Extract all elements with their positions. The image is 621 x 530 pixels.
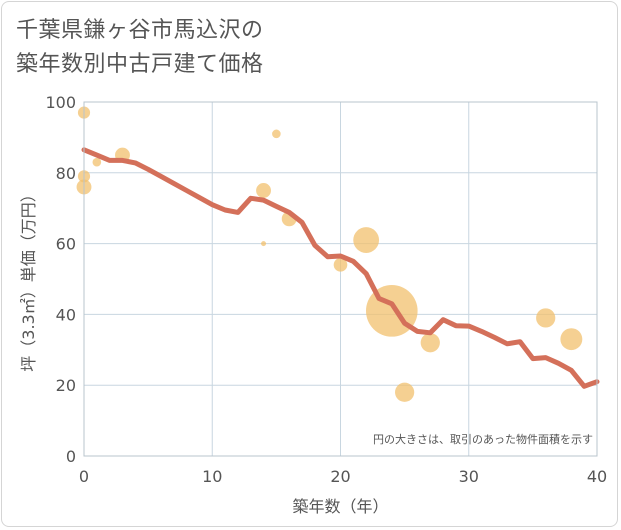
bubble-point xyxy=(536,308,556,328)
y-tick-label: 80 xyxy=(56,164,76,183)
chart-title: 千葉県鎌ヶ谷市馬込沢の 築年数別中古戸建て価格 xyxy=(16,14,436,82)
bubble-point xyxy=(395,382,415,402)
grid-lines xyxy=(84,102,597,456)
x-tick-label: 30 xyxy=(459,467,479,486)
x-tick-label: 0 xyxy=(79,467,89,486)
bubble-point xyxy=(92,157,102,167)
x-tick-label: 10 xyxy=(202,467,222,486)
bubble-point xyxy=(353,227,380,253)
bubble-point xyxy=(256,183,271,198)
x-axis-title: 築年数（年） xyxy=(292,497,388,516)
bubble-point xyxy=(261,241,267,247)
bubble-point xyxy=(333,258,348,272)
y-tick-label: 60 xyxy=(56,235,76,254)
y-tick-label: 20 xyxy=(56,376,76,395)
y-axis-title: 坪（3.3㎡）単価（万円） xyxy=(19,186,38,371)
y-tick-label: 40 xyxy=(56,305,76,324)
y-tick-label: 100 xyxy=(45,93,76,112)
bubble-point xyxy=(560,328,583,351)
bubble-size-note: 円の大きさは、取引のあった物件面積を示す xyxy=(373,432,593,446)
bubble-point xyxy=(272,129,281,139)
bubble-point xyxy=(420,333,440,353)
x-axis-ticks: 0 10 20 30 40 xyxy=(79,467,607,486)
y-tick-label: 0 xyxy=(66,447,76,466)
x-tick-label: 40 xyxy=(587,467,607,486)
average-line xyxy=(81,147,600,389)
x-tick-label: 20 xyxy=(330,467,350,486)
chart-title-line-1: 千葉県鎌ヶ谷市馬込沢の xyxy=(16,18,264,43)
y-axis-ticks: 0 20 40 60 80 100 xyxy=(45,93,76,466)
average-line-series xyxy=(81,147,600,389)
plot-area-border xyxy=(83,101,598,457)
chart-title-line-2: 築年数別中古戸建て価格 xyxy=(16,52,264,77)
